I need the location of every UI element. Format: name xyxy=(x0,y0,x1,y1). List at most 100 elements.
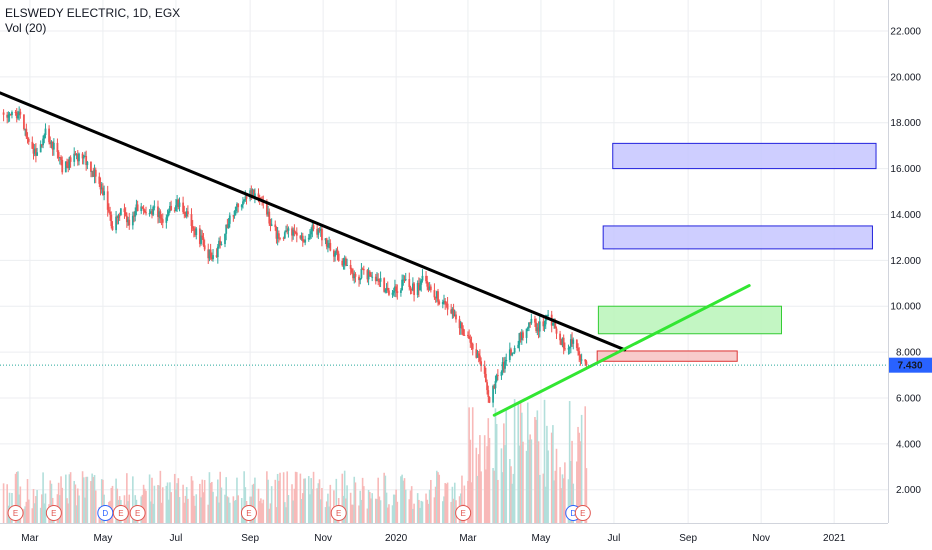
candle-body xyxy=(391,292,394,295)
candle-body xyxy=(346,264,348,266)
candle-body xyxy=(311,225,314,232)
marker-label: D xyxy=(570,509,576,518)
candle-body xyxy=(90,161,92,172)
candle-body xyxy=(136,204,139,211)
candle-body xyxy=(307,237,310,240)
volume-bar xyxy=(90,481,92,523)
candle-body xyxy=(470,342,473,344)
volume-bar xyxy=(486,446,488,523)
volume-bar xyxy=(446,482,449,523)
volume-bar xyxy=(519,401,522,523)
marker-label: D xyxy=(102,509,108,518)
volume-bar xyxy=(487,418,490,523)
volume-bar xyxy=(580,414,583,523)
volume-bar xyxy=(39,507,42,523)
volume-bar xyxy=(352,504,354,523)
candle-body xyxy=(279,237,281,239)
candle-body xyxy=(469,338,472,343)
candle-body xyxy=(48,128,50,143)
candle-body xyxy=(559,333,561,341)
volume-bar xyxy=(236,477,238,523)
trendlines[interactable] xyxy=(0,91,751,417)
volume-bar xyxy=(270,486,273,523)
candle-body xyxy=(99,183,102,190)
marker-label: E xyxy=(135,509,140,518)
volume-bar xyxy=(361,477,364,523)
y-tick-label: 8.000 xyxy=(896,348,921,359)
volume-bar xyxy=(376,498,378,523)
volume-indicator-label[interactable]: Vol (20) xyxy=(5,21,47,35)
candle-body xyxy=(553,322,556,324)
volume-bar xyxy=(291,484,293,523)
time-axis[interactable]: Mar May Jul Sep Nov 2020 Mar May Jul Sep Nov 2021 xyxy=(0,523,888,545)
candle-body xyxy=(526,327,529,329)
volume-bar xyxy=(237,495,239,523)
candle-body xyxy=(329,242,332,251)
volume-bar xyxy=(145,490,147,523)
volume-bar xyxy=(383,472,385,523)
volume-bar xyxy=(316,488,318,523)
volume-bar xyxy=(572,483,575,523)
volume-bar xyxy=(537,441,540,523)
candle-body xyxy=(27,138,30,142)
marker-label: E xyxy=(580,509,585,518)
candle-body xyxy=(106,191,109,210)
candle-body xyxy=(316,229,319,235)
volume-bar xyxy=(452,498,455,523)
candle-body xyxy=(479,355,481,362)
candle-body xyxy=(250,190,253,198)
candle-body xyxy=(437,291,439,302)
volume-bar xyxy=(220,487,223,523)
volume-bar xyxy=(434,486,437,523)
candle-body xyxy=(462,328,465,335)
volume-bar xyxy=(100,479,103,523)
symbol-title[interactable]: ELSWEDY ELECTRIC, 1D, EGX xyxy=(5,6,181,20)
candle-body xyxy=(445,303,448,305)
volume-bar xyxy=(24,506,26,523)
volume-bar xyxy=(394,494,396,523)
candle-body xyxy=(520,332,523,340)
candle-body xyxy=(234,206,237,211)
candle-body xyxy=(410,288,413,291)
price-tag-text: 7.430 xyxy=(897,361,922,372)
candle-body xyxy=(362,269,365,271)
candle-body xyxy=(337,253,340,261)
candle-body xyxy=(9,113,12,116)
volume-bar xyxy=(412,508,414,523)
x-tick-label: Nov xyxy=(314,533,332,544)
zones[interactable] xyxy=(596,142,877,362)
candle-body xyxy=(25,128,28,137)
candle-body xyxy=(563,348,566,350)
zone-green xyxy=(597,305,782,335)
candle-body xyxy=(463,334,466,336)
volume-bar xyxy=(402,480,405,523)
candle-body xyxy=(176,199,179,206)
volume-bar xyxy=(335,478,338,523)
candle-body xyxy=(425,275,427,282)
volume-bar xyxy=(228,502,231,523)
candle-body xyxy=(158,211,161,217)
volume-bar xyxy=(187,498,189,523)
volume-bar xyxy=(35,496,37,523)
volume-bar xyxy=(410,486,413,523)
candle-body xyxy=(502,362,505,369)
volume-bar xyxy=(251,484,254,523)
candle-body xyxy=(571,339,573,344)
candle-body xyxy=(216,246,219,258)
candle-body xyxy=(240,204,243,208)
volume-bar xyxy=(416,493,419,523)
volume-bar xyxy=(341,473,344,523)
volume-bar xyxy=(385,492,388,523)
volume-bar xyxy=(317,483,320,523)
volume-bar xyxy=(384,475,387,523)
earnings-marker xyxy=(330,505,347,521)
candle-body xyxy=(400,290,402,293)
volume-bar xyxy=(301,493,304,523)
candle-body xyxy=(552,322,554,326)
price-axis[interactable]: 2.000 4.000 6.000 8.000 10.000 12.000 14.000 16… xyxy=(888,0,932,523)
volume-bar xyxy=(193,495,195,523)
candle-body xyxy=(64,161,67,173)
volume-bar xyxy=(225,477,227,523)
